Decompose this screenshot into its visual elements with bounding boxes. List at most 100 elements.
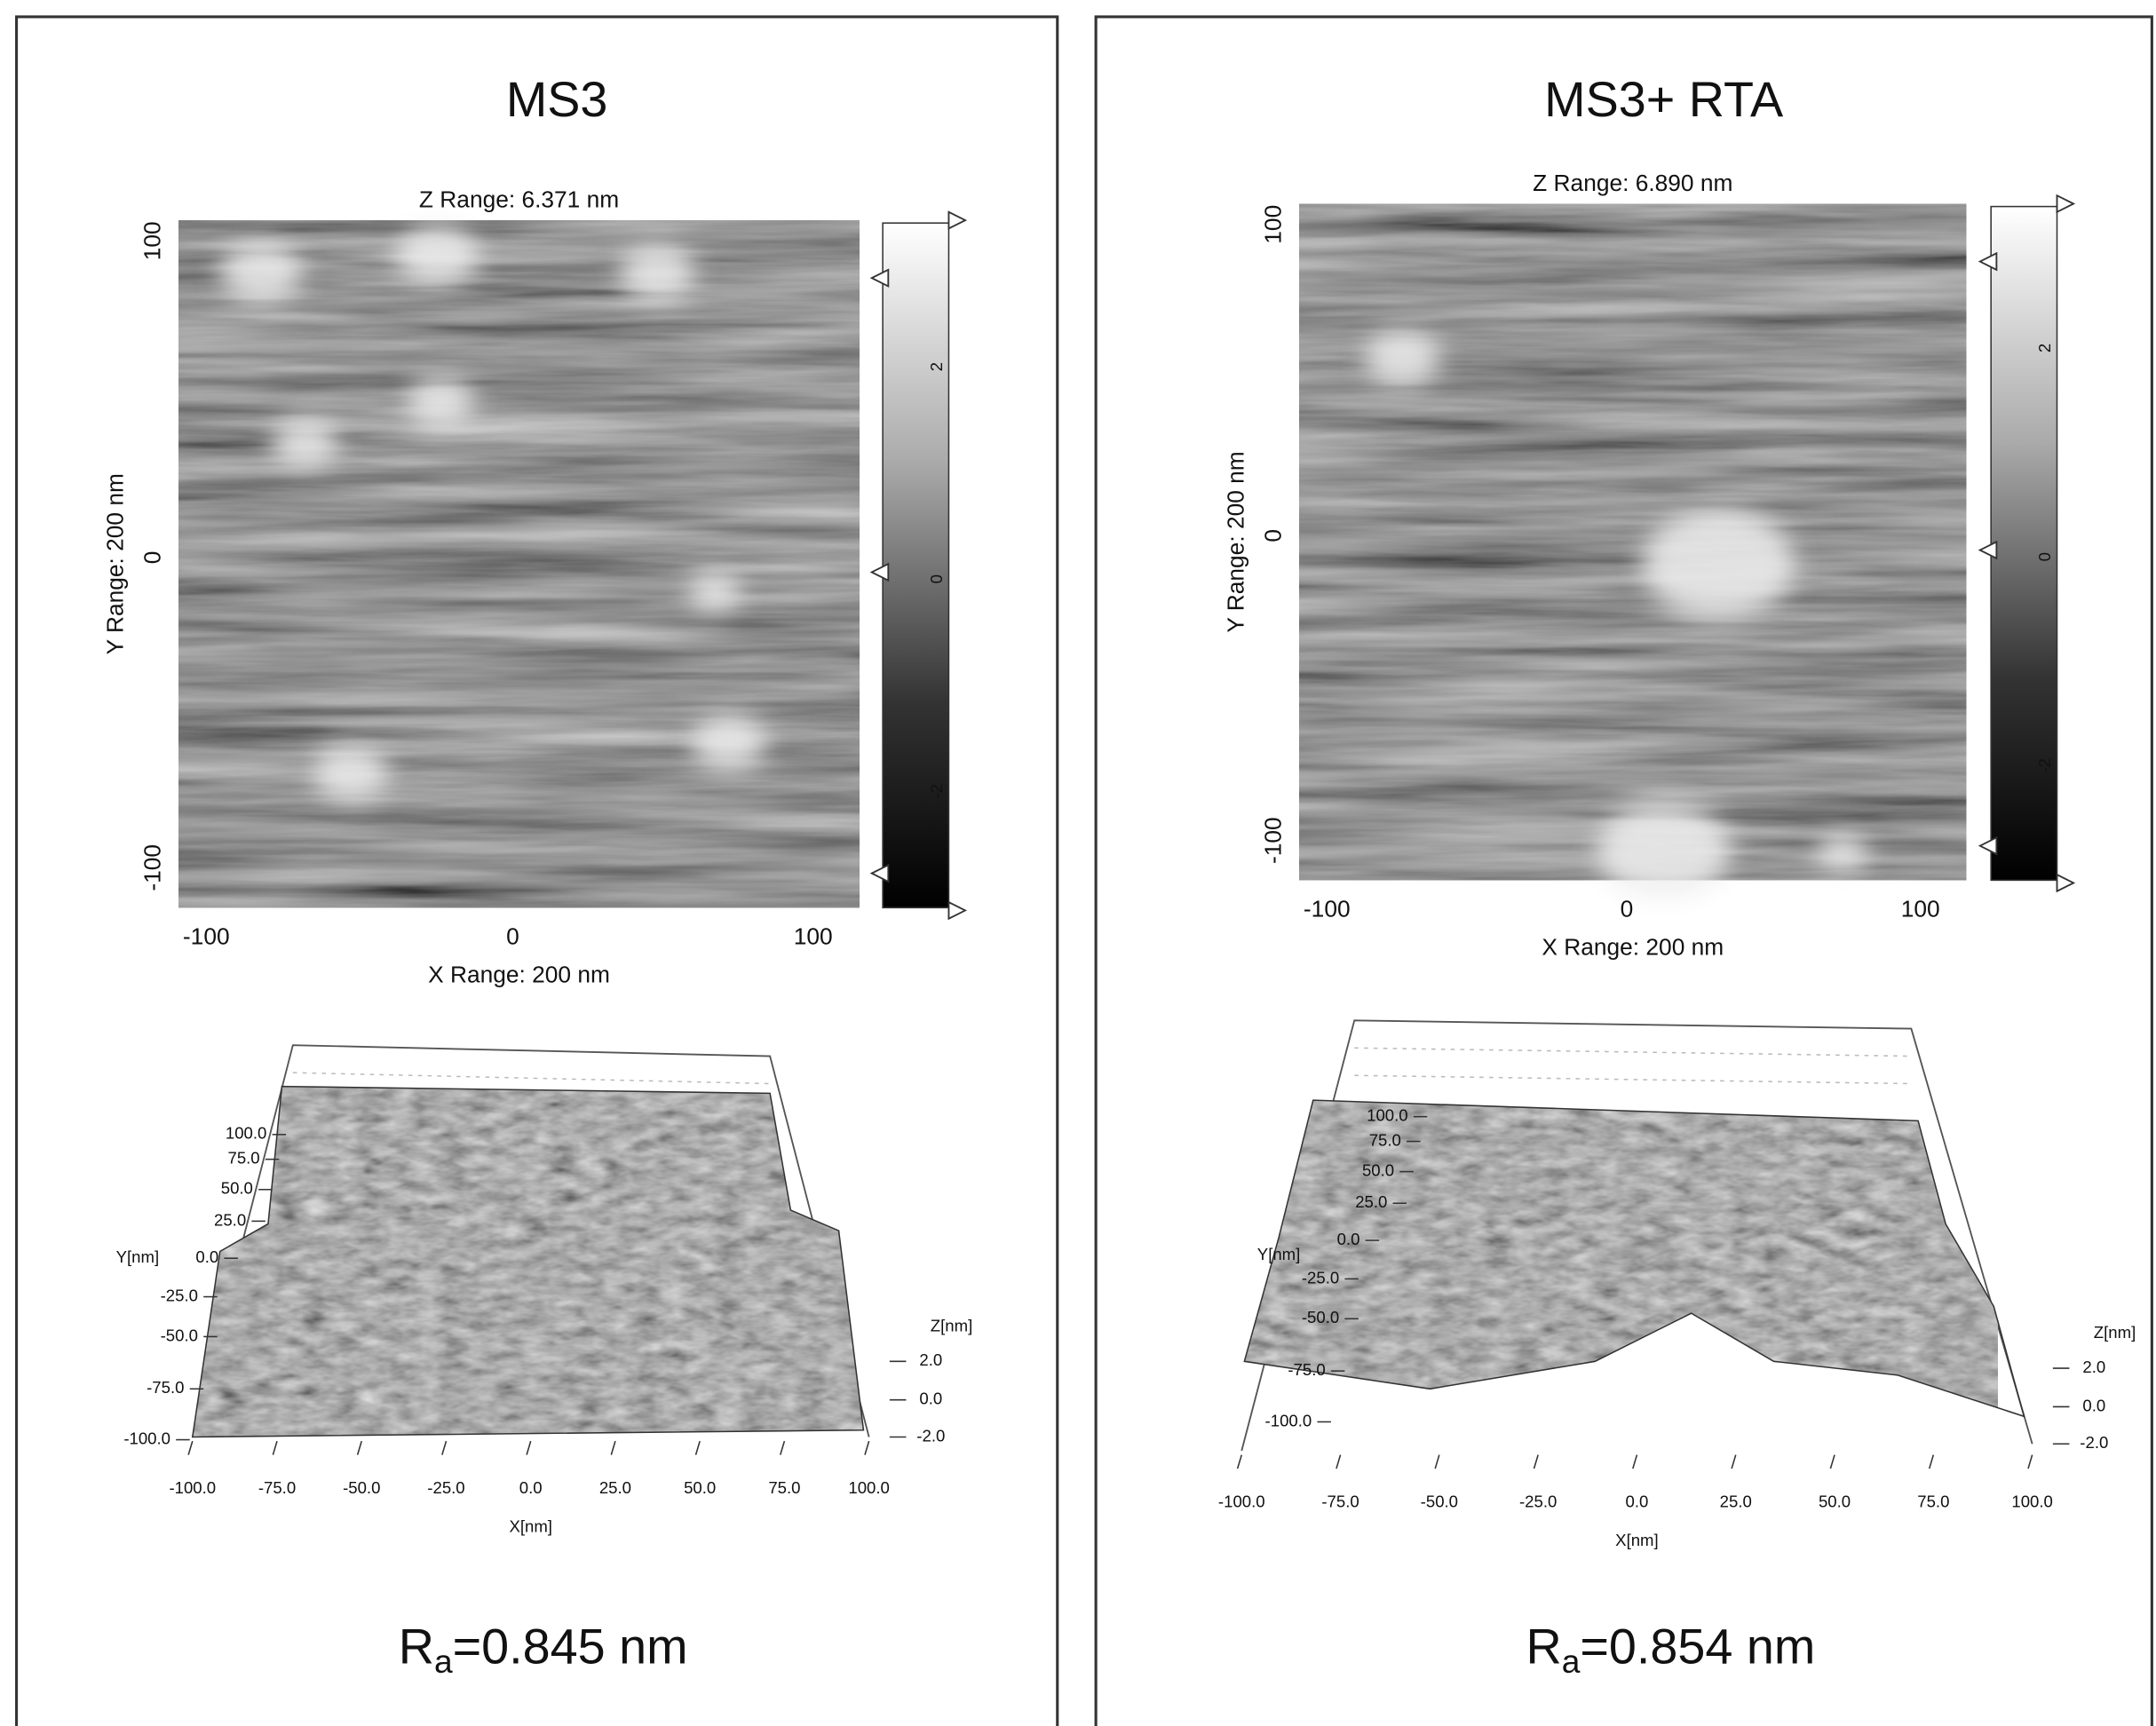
colorbar-marker bbox=[1980, 253, 1997, 270]
x-range-label: X Range: 200 nm bbox=[1542, 934, 1724, 961]
surface-y-tick-label: 25.0 bbox=[1355, 1192, 1387, 1211]
surface-z-tick-label: 2.0 bbox=[919, 1350, 942, 1369]
surface-x-tick-label: 75.0 bbox=[768, 1478, 800, 1497]
panel-title: MS3 bbox=[506, 72, 608, 127]
surface-z-tick-label: 0.0 bbox=[2082, 1396, 2105, 1414]
surface-x-tick bbox=[527, 1441, 531, 1454]
surface-x-tick bbox=[442, 1441, 447, 1454]
surface-x-tick-label: 25.0 bbox=[1720, 1492, 1752, 1511]
page: {"panels":[ {"title":"MS3","z_range":"Z … bbox=[0, 0, 2156, 1726]
colorbar-marker bbox=[2057, 875, 2074, 891]
colorbar-marker bbox=[1980, 837, 1997, 854]
surface-x-tick bbox=[1238, 1455, 1242, 1469]
colorbar-tick-label: 0 bbox=[2035, 552, 2054, 561]
surface-z-tick-label: -2.0 bbox=[2080, 1433, 2108, 1452]
y-tick-label: 0 bbox=[139, 551, 165, 565]
y-tick-label: 100 bbox=[139, 221, 165, 260]
x-tick-label: -100 bbox=[183, 922, 230, 949]
surface-x-tick bbox=[1732, 1455, 1736, 1469]
surface-x-tick-label: 100.0 bbox=[848, 1478, 890, 1497]
colorbar-tick-label: -2 bbox=[2035, 758, 2054, 773]
surface-x-tick bbox=[1633, 1455, 1637, 1469]
x-tick-label: -100 bbox=[1304, 895, 1351, 922]
y-tick-label: 0 bbox=[1259, 529, 1286, 542]
bump bbox=[690, 716, 767, 771]
surface-x-tick-label: -100.0 bbox=[1218, 1492, 1265, 1511]
bump bbox=[271, 418, 340, 468]
figure: MS3 Z Range: 6.371 nm 2 0 -2 100 -100 0 0 -100 100… bbox=[0, 0, 2156, 1726]
afm-image bbox=[1299, 204, 1966, 881]
surface-y-tick-label: 100.0 bbox=[1367, 1106, 1408, 1125]
panel-title: MS3+ RTA bbox=[1544, 72, 1784, 127]
surface-y-tick-label: -75.0 bbox=[147, 1378, 184, 1397]
bump bbox=[619, 245, 696, 300]
surface-x-tick-label: -25.0 bbox=[1519, 1492, 1557, 1511]
surface-x-tick bbox=[2028, 1455, 2033, 1469]
roughness-subscript: a bbox=[1562, 1643, 1581, 1680]
y-tick-label: -100 bbox=[139, 844, 165, 891]
colorbar-tick-label: 2 bbox=[927, 362, 946, 371]
roughness-subscript: a bbox=[434, 1643, 453, 1680]
roughness-value: =0.854 nm bbox=[1580, 1619, 1815, 1674]
colorbar-tick-label: 0 bbox=[927, 574, 946, 583]
surface-x-tick-label: 0.0 bbox=[519, 1478, 543, 1497]
surface-x-tick bbox=[1336, 1455, 1341, 1469]
surface-z-tick-label: 2.0 bbox=[2082, 1358, 2105, 1376]
surface-x-tick-label: 50.0 bbox=[1819, 1492, 1851, 1511]
surface-x-tick-label: 100.0 bbox=[2011, 1492, 2053, 1511]
surface-x-tick bbox=[1534, 1455, 1539, 1469]
z-range-label: Z Range: 6.371 nm bbox=[419, 186, 619, 212]
surface-x-tick bbox=[358, 1441, 362, 1454]
surface-x-tick bbox=[1435, 1455, 1439, 1469]
roughness-symbol: R bbox=[399, 1619, 434, 1674]
y-tick-label: -100 bbox=[1259, 817, 1286, 864]
bump bbox=[1597, 802, 1732, 898]
surface-y-tick-label: 50.0 bbox=[1362, 1161, 1394, 1180]
surface-x-tick bbox=[696, 1441, 701, 1454]
surface-x-tick bbox=[781, 1441, 785, 1454]
surface-x-tick bbox=[188, 1441, 193, 1454]
surface-x-tick-label: 0.0 bbox=[1626, 1492, 1649, 1511]
z-range-label: Z Range: 6.890 nm bbox=[1533, 170, 1732, 196]
surface-x-tick-label: -50.0 bbox=[1421, 1492, 1458, 1511]
surface-y-tick-label: 100.0 bbox=[226, 1124, 267, 1143]
bump bbox=[313, 746, 390, 801]
bump bbox=[1816, 834, 1870, 872]
colorbar-marker bbox=[872, 564, 889, 581]
surface-y-label: Y[nm] bbox=[116, 1247, 160, 1266]
surface-y-tick-label: 0.0 bbox=[1337, 1230, 1360, 1248]
colorbar-marker bbox=[2057, 195, 2074, 212]
x-tick-label: 0 bbox=[506, 922, 519, 949]
surface-y-label: Y[nm] bbox=[1257, 1245, 1301, 1263]
roughness-value: =0.845 nm bbox=[453, 1619, 688, 1674]
roughness-symbol: R bbox=[1526, 1619, 1561, 1674]
bump bbox=[395, 225, 480, 285]
bump bbox=[1364, 330, 1441, 385]
x-tick-label: 0 bbox=[1621, 895, 1634, 922]
surface-x-tick-label: -50.0 bbox=[343, 1478, 380, 1497]
surface-x-tick-label: -25.0 bbox=[427, 1478, 464, 1497]
surface-x-tick bbox=[273, 1441, 277, 1454]
colorbar-marker bbox=[948, 902, 965, 919]
bump bbox=[1642, 509, 1795, 619]
afm-image bbox=[178, 220, 859, 907]
x-tick-label: 100 bbox=[1901, 895, 1940, 922]
surface-z-tick-label: 0.0 bbox=[919, 1390, 942, 1408]
surface-z-label: Z[nm] bbox=[931, 1317, 972, 1335]
colorbar-marker bbox=[872, 865, 889, 882]
surface-y-tick-label: -100.0 bbox=[123, 1429, 170, 1447]
surface-y-tick-label: -75.0 bbox=[1288, 1360, 1325, 1379]
roughness-label: Ra=0.854 nm bbox=[1526, 1619, 1815, 1680]
surface-x-tick-label: -75.0 bbox=[1321, 1492, 1359, 1511]
colorbar-marker bbox=[872, 270, 889, 287]
roughness-label: Ra=0.845 nm bbox=[399, 1619, 688, 1680]
surface-y-tick-label: 75.0 bbox=[1369, 1130, 1401, 1149]
y-range-label: Y Range: 200 nm bbox=[102, 473, 129, 654]
surface-y-tick-label: -25.0 bbox=[1302, 1268, 1339, 1287]
surface-x-tick-label: 25.0 bbox=[599, 1478, 631, 1497]
surface-z-label: Z[nm] bbox=[2094, 1323, 2136, 1342]
surface-y-tick-label: 50.0 bbox=[221, 1179, 253, 1198]
colorbar-marker bbox=[948, 212, 965, 229]
surface-z-tick-label: -2.0 bbox=[916, 1426, 945, 1445]
surface-x-tick-label: 75.0 bbox=[1917, 1492, 1949, 1511]
